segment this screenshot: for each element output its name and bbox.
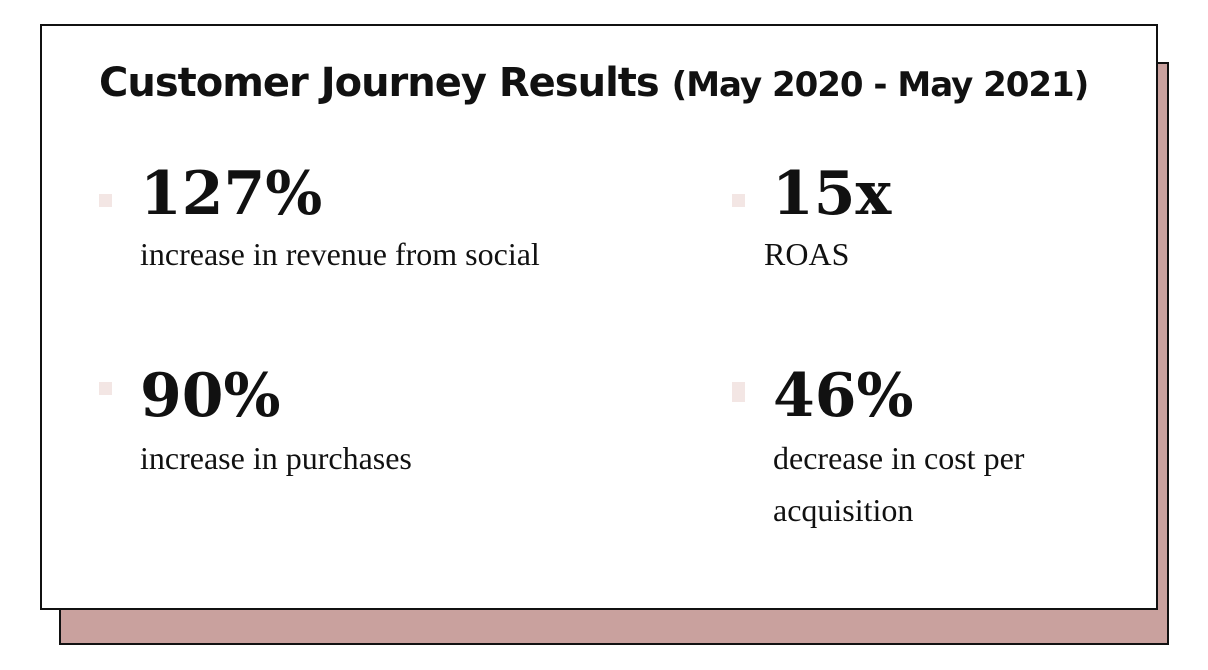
stat-value-roas: 15x — [772, 159, 892, 229]
stat-value-purchases: 90% — [140, 361, 281, 431]
stat-bullet-revenue — [99, 194, 112, 207]
stat-desc-cpa: decrease in cost per acquisition — [773, 440, 1025, 528]
card-title: Customer Journey Results (May 2020 - May… — [99, 60, 1090, 106]
results-card: Customer Journey Results (May 2020 - May… — [40, 24, 1158, 610]
stat-bullet-cpa — [732, 382, 745, 402]
title-main: Customer Journey Results — [99, 60, 660, 106]
title-period: (May 2020 - May 2021) — [671, 65, 1090, 105]
stat-desc-purchases: increase in purchases — [140, 440, 412, 476]
stat-bullet-purchases — [99, 382, 112, 395]
stat-desc-revenue: increase in revenue from social — [140, 236, 540, 272]
stat-bullet-roas — [732, 194, 745, 207]
stat-desc-roas: ROAS — [764, 236, 850, 272]
stat-value-revenue: 127% — [140, 159, 323, 229]
stat-value-cpa: 46% — [773, 361, 914, 431]
